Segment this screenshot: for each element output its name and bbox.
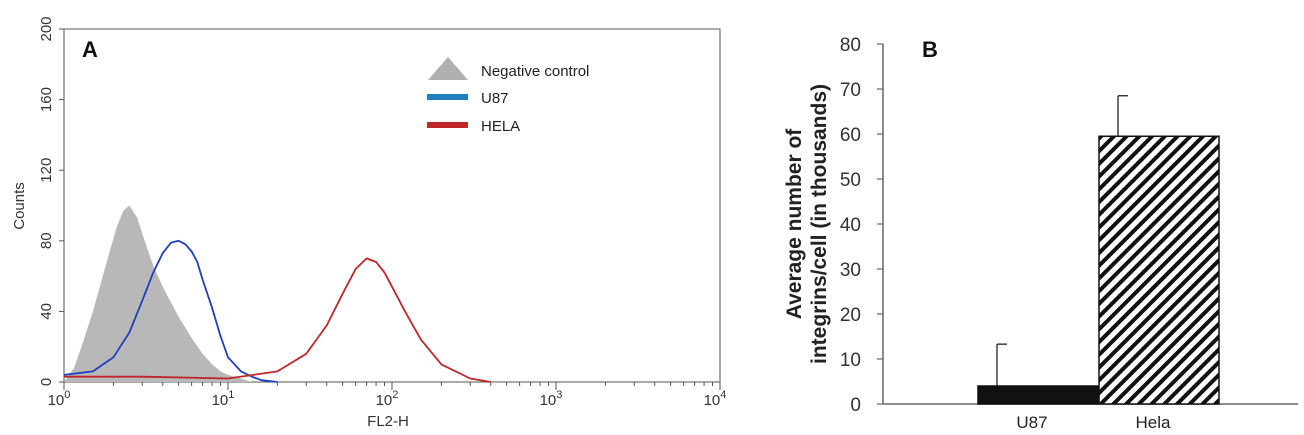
legend-marker-u87 <box>427 94 468 100</box>
y-tick-label: 80 <box>840 35 861 56</box>
y-tick-label: 30 <box>840 260 861 281</box>
panel-a-y-ticks: 0 40 80 120 160 200 <box>38 16 64 386</box>
legend-marker-negative-control <box>428 57 468 80</box>
y-tick-label: 20 <box>840 305 861 326</box>
y-tick-label: 60 <box>840 125 861 146</box>
legend-label-u87: U87 <box>481 90 509 107</box>
panel-a-x-axis-label: FL2-H <box>367 413 409 430</box>
panel-b-y-ticks: 0 10 20 30 40 50 60 70 80 <box>840 35 883 416</box>
y-tick-label: 120 <box>38 158 55 183</box>
y-tick-label: 10 <box>840 350 861 371</box>
x-tick-label: 104 <box>704 389 727 409</box>
panel-b-bars <box>977 95 1220 405</box>
panel-a-series <box>63 205 491 383</box>
panel-b-letter: B <box>922 37 938 62</box>
legend-label-negative-control: Negative control <box>481 63 589 80</box>
y-tick-label: 70 <box>840 80 861 101</box>
y-tick-label: 0 <box>850 395 861 416</box>
y-tick-label: 40 <box>38 303 55 320</box>
x-tick-label: 103 <box>540 389 563 409</box>
y-tick-label: 200 <box>38 16 55 41</box>
panel-a-y-axis-label: Counts <box>11 182 28 230</box>
series-hela-line <box>64 257 491 383</box>
y-tick-label: 80 <box>38 232 55 249</box>
panel-b-categories: U87 Hela <box>1016 413 1171 432</box>
x-tick-label: 100 <box>48 389 71 409</box>
panel-a-x-ticks: 100 101 102 103 104 <box>48 382 727 409</box>
y-tick-label: 0 <box>38 378 55 386</box>
panel-b-y-axis-label-line1: Average number of <box>783 128 806 320</box>
panel-a-histogram: A 0 40 80 120 160 200 100 101 102 103 104 FL2-H C… <box>11 16 726 430</box>
y-tick-label: 50 <box>840 170 861 191</box>
category-label-u87: U87 <box>1016 413 1047 432</box>
panel-a-legend: Negative control U87 HELA <box>427 57 589 135</box>
y-tick-label: 40 <box>840 215 861 236</box>
y-tick-label: 160 <box>38 87 55 112</box>
legend-label-hela: HELA <box>481 118 520 135</box>
series-u87-line <box>63 239 278 383</box>
x-tick-label: 102 <box>376 389 399 409</box>
panel-b-y-axis-label-line2: integrins/cell (in thousands) <box>808 84 831 364</box>
panel-b-bar-chart: B 0 10 20 30 40 50 60 70 80 U87 Hela Average numb… <box>783 35 1298 432</box>
bar-hela <box>1098 135 1220 405</box>
series-negative-control-area <box>64 205 252 382</box>
category-label-hela: Hela <box>1136 413 1172 432</box>
panel-a-letter: A <box>82 37 98 62</box>
legend-marker-hela <box>427 122 468 128</box>
bar-u87 <box>977 385 1099 405</box>
x-tick-label: 101 <box>212 389 235 409</box>
